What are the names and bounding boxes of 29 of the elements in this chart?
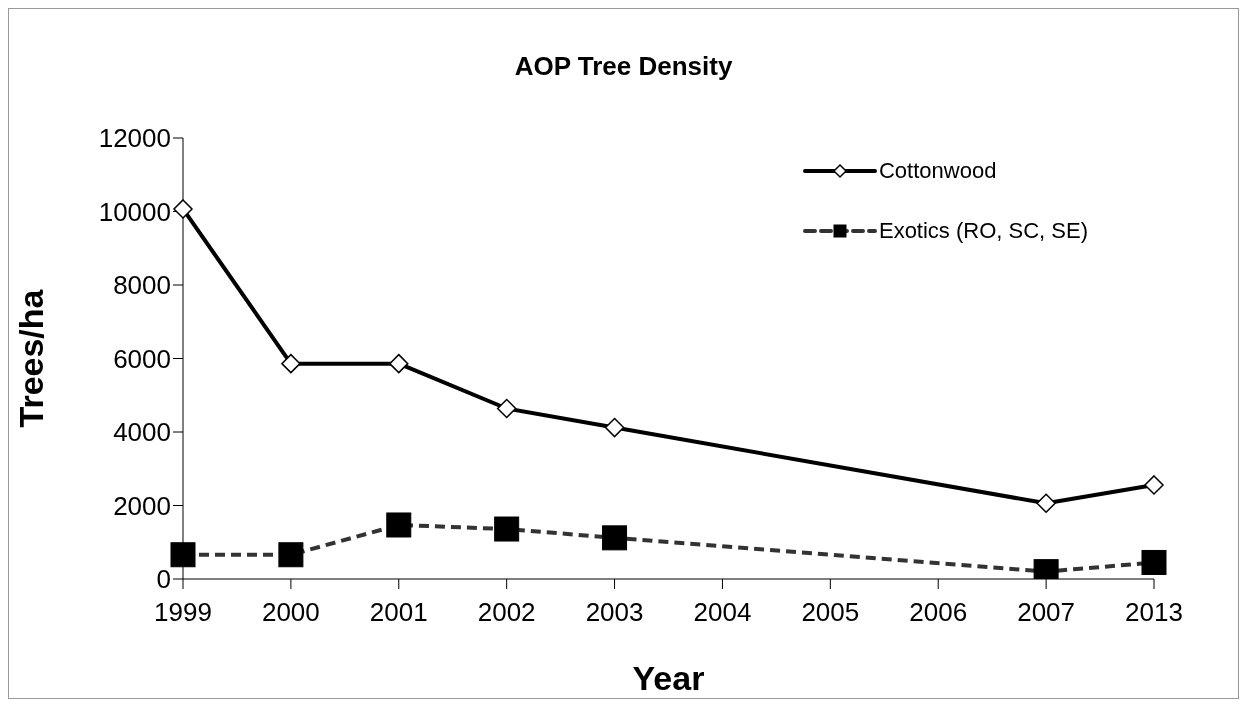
point bbox=[1036, 493, 1056, 514]
x-tick-label: 2013 bbox=[1125, 597, 1183, 628]
x-tick-label: 2007 bbox=[1017, 597, 1076, 628]
point bbox=[604, 417, 625, 438]
chart-title: AOP Tree Density bbox=[513, 51, 734, 82]
point bbox=[389, 353, 409, 374]
y-axis-title: Trees/ha bbox=[12, 288, 51, 428]
point bbox=[173, 199, 193, 219]
y-tick-label: 6000 bbox=[113, 343, 171, 374]
x-tick-label: 1999 bbox=[154, 597, 212, 628]
x-axis-title: Year bbox=[632, 659, 705, 697]
y-tick-label: 2000 bbox=[113, 490, 171, 521]
point bbox=[496, 398, 517, 419]
legend-label: Exotics (RO, SC, SE) bbox=[878, 218, 1088, 244]
x-tick-label: 2003 bbox=[585, 597, 644, 628]
y-tick-label: 12000 bbox=[98, 123, 171, 154]
point bbox=[1144, 475, 1164, 495]
y-tick-label: 0 bbox=[156, 564, 171, 595]
point bbox=[281, 353, 301, 374]
x-tick-label: 2002 bbox=[477, 597, 536, 628]
x-tick-label: 2006 bbox=[909, 597, 968, 628]
x-tick-label: 2000 bbox=[261, 597, 320, 628]
x-tick-label: 2005 bbox=[801, 597, 860, 628]
y-tick-label: 10000 bbox=[98, 196, 171, 227]
legend-label: Cottonwood bbox=[878, 158, 997, 184]
x-tick-label: 2001 bbox=[369, 597, 428, 628]
y-tick-label: 8000 bbox=[113, 270, 171, 301]
x-tick-label: 2004 bbox=[693, 597, 752, 628]
y-tick-label: 4000 bbox=[113, 417, 171, 448]
